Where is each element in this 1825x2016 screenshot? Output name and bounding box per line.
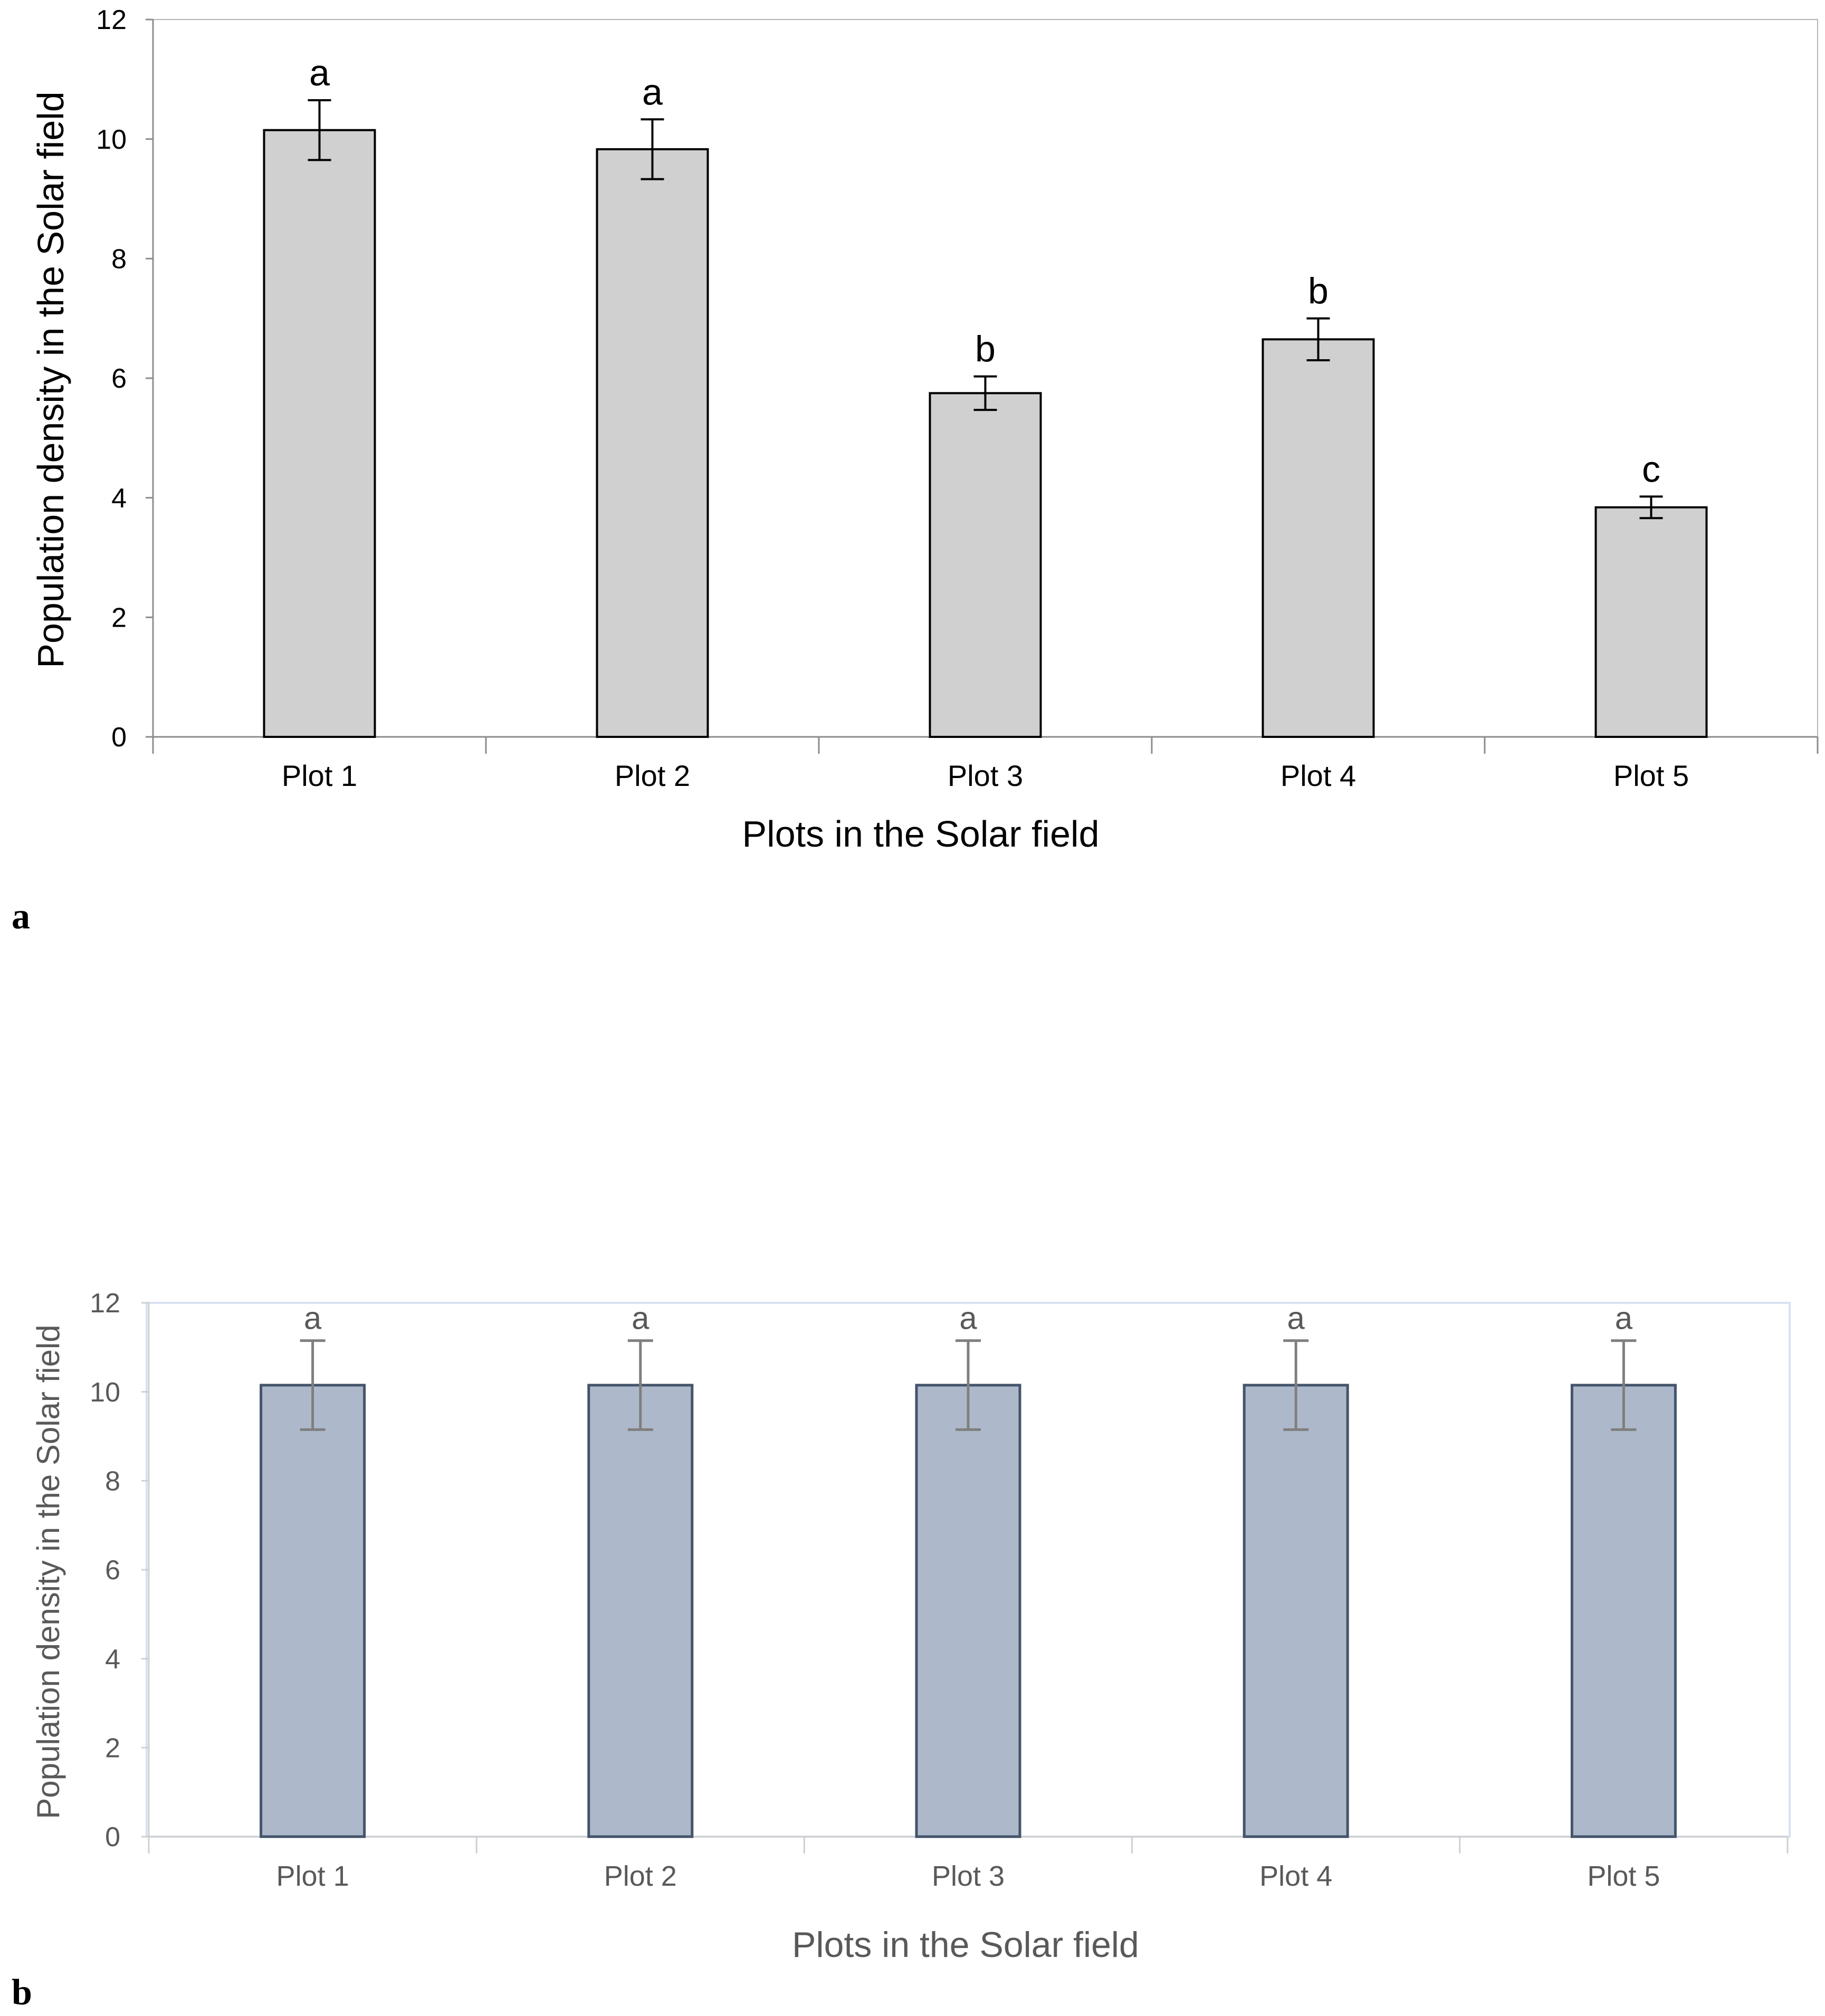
- chart-b-category-label-1: Plot 1: [276, 1860, 349, 1892]
- chart-b-bar-2: [587, 1384, 694, 1838]
- chart-b-bar-5: [1570, 1384, 1677, 1838]
- chart-a-ytick-label: 4: [111, 483, 127, 514]
- chart-b-ytick-label: 10: [90, 1377, 120, 1408]
- chart-b-ytick-label: 0: [105, 1822, 120, 1852]
- chart-a-ytick-label: 6: [111, 363, 127, 394]
- chart-a-category-label-1: Plot 1: [282, 759, 357, 792]
- chart-a-bar-5: [1594, 506, 1708, 738]
- chart-b-category-label-5: Plot 5: [1587, 1860, 1660, 1892]
- chart-a-significance-letter-4: b: [1308, 271, 1329, 312]
- chart-a-ytick-label: 2: [111, 603, 127, 633]
- chart-b-category-label-3: Plot 3: [932, 1860, 1005, 1892]
- chart-a-xlabel: Plots in the Solar field: [742, 813, 1099, 855]
- chart-b-significance-letter-2: a: [632, 1301, 649, 1336]
- chart-b-labels: Plots in the Solar field Population dens…: [31, 1324, 1139, 1965]
- chart-b-significance-letter-5: a: [1615, 1301, 1633, 1336]
- chart-a-ylabel: Population density in the Solar field: [30, 91, 71, 668]
- chart-b-ytick-label: 12: [90, 1288, 120, 1319]
- chart-b-significance-letter-1: a: [304, 1301, 322, 1336]
- chart-a-ytick-label: 12: [96, 5, 127, 35]
- chart-a-category-label-5: Plot 5: [1613, 759, 1689, 792]
- chart-a-ytick-label: 10: [96, 124, 127, 155]
- chart-b-ytick-label: 2: [105, 1733, 120, 1764]
- chart-b-significance-letter-4: a: [1287, 1301, 1305, 1336]
- chart-a-significance-letter-5: c: [1642, 448, 1660, 489]
- chart-b-ytick-label: 4: [105, 1644, 120, 1675]
- panel-letter-a: a: [12, 896, 30, 937]
- chart-b-ylabel: Population density in the Solar field: [31, 1324, 66, 1819]
- chart-a-bar-1: [263, 129, 376, 738]
- chart-b-bar-4: [1243, 1384, 1349, 1838]
- chart-a-bar-2: [596, 148, 709, 738]
- chart-a-bars: a Plot 1 a Plot 2 b Plot 3 b Plot 4 c Plot 5: [263, 52, 1708, 792]
- chart-a-bar-4: [1262, 338, 1375, 738]
- chart-b-bars: a Plot 1 a Plot 2 a Plot 3 a Plot 4 a Plot 5: [260, 1301, 1677, 1892]
- panel-letter-b: b: [12, 1972, 32, 2013]
- chart-b-bar-1: [260, 1384, 366, 1838]
- chart-b-significance-letter-3: a: [959, 1301, 977, 1336]
- chart-a-category-label-4: Plot 4: [1281, 759, 1356, 792]
- chart-a-labels: Plots in the Solar field Population dens…: [30, 91, 1100, 855]
- chart-a-bar-3: [929, 392, 1042, 738]
- chart-a-ytick-label: 8: [111, 244, 127, 275]
- chart-a: 0 2 4 6 8 10 12 a Plot 1 a Plot 2 b Plot 3 b Plot 4 c P…: [30, 5, 1819, 855]
- chart-a-significance-letter-3: b: [975, 329, 996, 370]
- chart-a-significance-letter-1: a: [309, 52, 330, 93]
- chart-a-significance-letter-2: a: [642, 71, 663, 112]
- chart-b-ytick-label: 6: [105, 1555, 120, 1586]
- chart-b-category-label-4: Plot 4: [1259, 1860, 1332, 1892]
- chart-b-xlabel: Plots in the Solar field: [792, 1925, 1139, 1965]
- chart-a-category-label-3: Plot 3: [948, 759, 1023, 792]
- chart-a-ytick-label: 0: [111, 722, 127, 753]
- chart-a-axes: 0 2 4 6 8 10 12: [96, 5, 1819, 754]
- chart-b-bar-3: [915, 1384, 1021, 1838]
- chart-a-category-label-2: Plot 2: [615, 759, 690, 792]
- chart-b-ytick-label: 8: [105, 1466, 120, 1497]
- chart-b-category-label-2: Plot 2: [604, 1860, 677, 1892]
